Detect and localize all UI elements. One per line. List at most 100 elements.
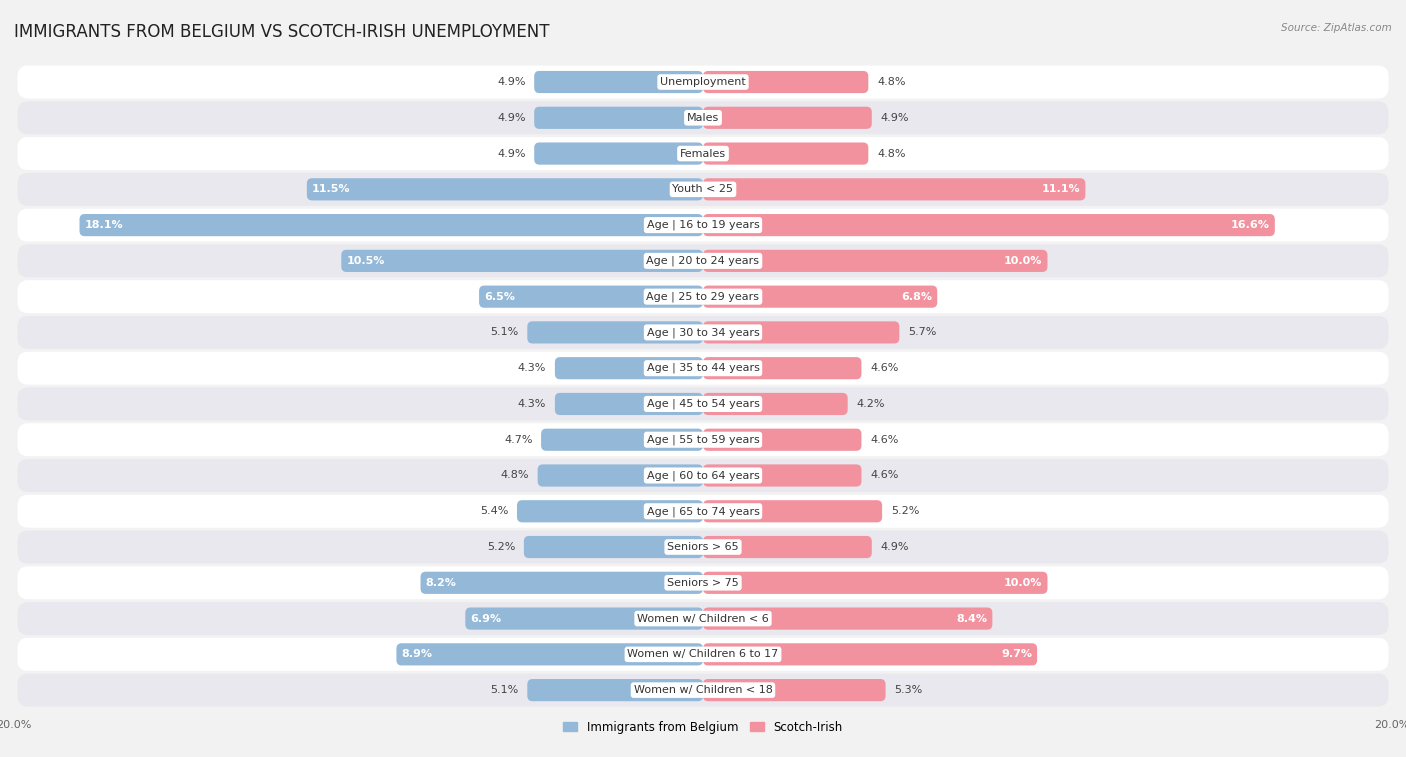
Text: 5.1%: 5.1% xyxy=(491,685,519,695)
Text: Seniors > 65: Seniors > 65 xyxy=(668,542,738,552)
FancyBboxPatch shape xyxy=(17,316,1389,349)
FancyBboxPatch shape xyxy=(17,173,1389,206)
Text: 4.6%: 4.6% xyxy=(870,471,898,481)
FancyBboxPatch shape xyxy=(17,352,1389,385)
Text: 6.5%: 6.5% xyxy=(484,291,515,301)
Text: 4.8%: 4.8% xyxy=(877,148,905,158)
FancyBboxPatch shape xyxy=(17,280,1389,313)
Text: Age | 25 to 29 years: Age | 25 to 29 years xyxy=(647,291,759,302)
Text: 9.7%: 9.7% xyxy=(1001,650,1032,659)
FancyBboxPatch shape xyxy=(555,393,703,415)
Text: 6.8%: 6.8% xyxy=(901,291,932,301)
Text: 5.1%: 5.1% xyxy=(491,328,519,338)
Text: 4.6%: 4.6% xyxy=(870,435,898,444)
Text: Age | 35 to 44 years: Age | 35 to 44 years xyxy=(647,363,759,373)
FancyBboxPatch shape xyxy=(524,536,703,558)
Text: 4.9%: 4.9% xyxy=(880,113,908,123)
Text: 4.3%: 4.3% xyxy=(517,399,547,409)
Text: 4.3%: 4.3% xyxy=(517,363,547,373)
Text: Women w/ Children 6 to 17: Women w/ Children 6 to 17 xyxy=(627,650,779,659)
FancyBboxPatch shape xyxy=(527,679,703,701)
FancyBboxPatch shape xyxy=(17,566,1389,600)
Text: Women w/ Children < 18: Women w/ Children < 18 xyxy=(634,685,772,695)
FancyBboxPatch shape xyxy=(541,428,703,451)
FancyBboxPatch shape xyxy=(703,607,993,630)
Text: 6.9%: 6.9% xyxy=(471,614,502,624)
Text: 5.7%: 5.7% xyxy=(908,328,936,338)
Text: 8.2%: 8.2% xyxy=(426,578,457,587)
Text: Age | 55 to 59 years: Age | 55 to 59 years xyxy=(647,435,759,445)
FancyBboxPatch shape xyxy=(534,142,703,165)
FancyBboxPatch shape xyxy=(17,209,1389,241)
Text: Age | 45 to 54 years: Age | 45 to 54 years xyxy=(647,399,759,410)
FancyBboxPatch shape xyxy=(80,214,703,236)
FancyBboxPatch shape xyxy=(17,245,1389,277)
Text: Age | 20 to 24 years: Age | 20 to 24 years xyxy=(647,256,759,266)
FancyBboxPatch shape xyxy=(703,250,1047,272)
Text: 5.3%: 5.3% xyxy=(894,685,922,695)
Text: 4.9%: 4.9% xyxy=(498,77,526,87)
FancyBboxPatch shape xyxy=(703,357,862,379)
Text: 4.6%: 4.6% xyxy=(870,363,898,373)
FancyBboxPatch shape xyxy=(703,464,862,487)
FancyBboxPatch shape xyxy=(703,572,1047,594)
Text: 4.9%: 4.9% xyxy=(498,113,526,123)
FancyBboxPatch shape xyxy=(17,531,1389,563)
FancyBboxPatch shape xyxy=(703,679,886,701)
Text: Youth < 25: Youth < 25 xyxy=(672,185,734,195)
FancyBboxPatch shape xyxy=(17,423,1389,456)
FancyBboxPatch shape xyxy=(703,393,848,415)
FancyBboxPatch shape xyxy=(703,321,900,344)
Text: Age | 65 to 74 years: Age | 65 to 74 years xyxy=(647,506,759,516)
FancyBboxPatch shape xyxy=(420,572,703,594)
FancyBboxPatch shape xyxy=(534,71,703,93)
FancyBboxPatch shape xyxy=(17,388,1389,420)
Text: 5.2%: 5.2% xyxy=(486,542,515,552)
FancyBboxPatch shape xyxy=(703,71,869,93)
Text: 4.8%: 4.8% xyxy=(877,77,905,87)
FancyBboxPatch shape xyxy=(703,643,1038,665)
FancyBboxPatch shape xyxy=(703,428,862,451)
Text: Age | 30 to 34 years: Age | 30 to 34 years xyxy=(647,327,759,338)
Text: 16.6%: 16.6% xyxy=(1230,220,1270,230)
Text: 10.5%: 10.5% xyxy=(346,256,385,266)
FancyBboxPatch shape xyxy=(703,285,938,308)
FancyBboxPatch shape xyxy=(703,214,1275,236)
Text: 10.0%: 10.0% xyxy=(1004,578,1042,587)
Text: Age | 60 to 64 years: Age | 60 to 64 years xyxy=(647,470,759,481)
FancyBboxPatch shape xyxy=(465,607,703,630)
Text: 4.8%: 4.8% xyxy=(501,471,529,481)
Legend: Immigrants from Belgium, Scotch-Irish: Immigrants from Belgium, Scotch-Irish xyxy=(558,716,848,738)
Text: Seniors > 75: Seniors > 75 xyxy=(666,578,740,587)
FancyBboxPatch shape xyxy=(537,464,703,487)
Text: Females: Females xyxy=(681,148,725,158)
FancyBboxPatch shape xyxy=(396,643,703,665)
Text: Unemployment: Unemployment xyxy=(661,77,745,87)
Text: 11.1%: 11.1% xyxy=(1042,185,1080,195)
Text: Source: ZipAtlas.com: Source: ZipAtlas.com xyxy=(1281,23,1392,33)
FancyBboxPatch shape xyxy=(527,321,703,344)
Text: 10.0%: 10.0% xyxy=(1004,256,1042,266)
FancyBboxPatch shape xyxy=(17,602,1389,635)
FancyBboxPatch shape xyxy=(17,459,1389,492)
FancyBboxPatch shape xyxy=(517,500,703,522)
Text: 4.9%: 4.9% xyxy=(880,542,908,552)
FancyBboxPatch shape xyxy=(342,250,703,272)
FancyBboxPatch shape xyxy=(17,638,1389,671)
Text: IMMIGRANTS FROM BELGIUM VS SCOTCH-IRISH UNEMPLOYMENT: IMMIGRANTS FROM BELGIUM VS SCOTCH-IRISH … xyxy=(14,23,550,41)
FancyBboxPatch shape xyxy=(703,500,882,522)
Text: Males: Males xyxy=(688,113,718,123)
Text: 5.4%: 5.4% xyxy=(479,506,509,516)
Text: 8.4%: 8.4% xyxy=(956,614,987,624)
Text: 18.1%: 18.1% xyxy=(84,220,124,230)
FancyBboxPatch shape xyxy=(703,536,872,558)
FancyBboxPatch shape xyxy=(17,674,1389,706)
Text: 11.5%: 11.5% xyxy=(312,185,350,195)
FancyBboxPatch shape xyxy=(555,357,703,379)
FancyBboxPatch shape xyxy=(307,178,703,201)
Text: 4.2%: 4.2% xyxy=(856,399,884,409)
Text: Age | 16 to 19 years: Age | 16 to 19 years xyxy=(647,220,759,230)
FancyBboxPatch shape xyxy=(534,107,703,129)
FancyBboxPatch shape xyxy=(17,137,1389,170)
FancyBboxPatch shape xyxy=(17,495,1389,528)
